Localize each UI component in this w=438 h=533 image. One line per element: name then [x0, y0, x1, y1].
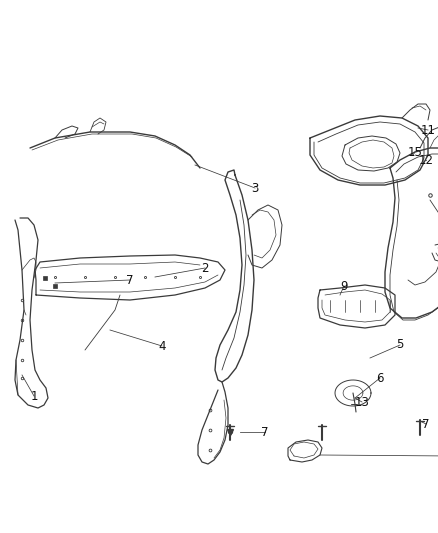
Text: 4: 4 [158, 340, 166, 352]
Text: 9: 9 [340, 279, 348, 293]
Text: 3: 3 [251, 182, 259, 195]
Text: 6: 6 [376, 372, 384, 384]
Text: 7: 7 [261, 425, 269, 439]
Text: 7: 7 [126, 273, 134, 287]
Text: 2: 2 [201, 262, 209, 274]
Text: 7: 7 [422, 417, 430, 431]
Text: 11: 11 [420, 124, 435, 136]
Text: 5: 5 [396, 338, 404, 351]
Text: 12: 12 [418, 154, 434, 166]
Text: 13: 13 [355, 395, 369, 408]
Text: 1: 1 [30, 390, 38, 402]
Text: 15: 15 [408, 146, 422, 158]
